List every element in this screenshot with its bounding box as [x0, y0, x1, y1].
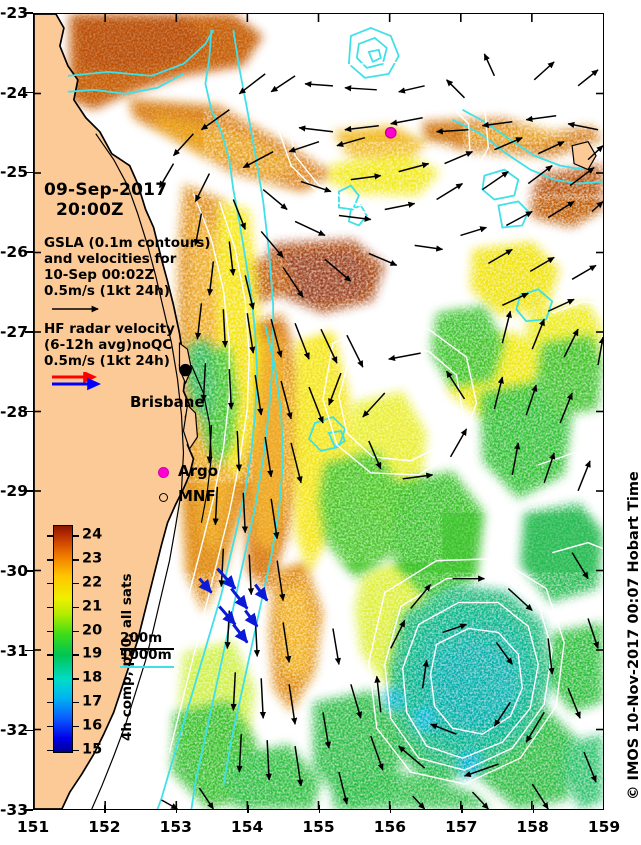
landmass	[34, 14, 597, 809]
gsla-note-line2: and velocities for	[44, 251, 177, 267]
credit-text: © IMOS 10-Nov-2017 00:07 Hobart Time	[626, 471, 641, 800]
colorbar-tick-15: 15	[82, 741, 103, 758]
hf-note-line1: HF radar velocity	[44, 321, 175, 337]
gsla-velocity-vectors	[158, 53, 603, 809]
y-tick--33: -33	[0, 801, 28, 819]
gsla-contours	[140, 61, 603, 785]
y-tick--23: -23	[0, 4, 28, 22]
x-tick-158: 158	[516, 818, 549, 836]
x-tick-159: 159	[587, 818, 621, 836]
argo-legend-label: Argo	[178, 462, 219, 480]
bathy-1000m-label: 1000m	[120, 647, 172, 663]
y-tick--26: -26	[0, 243, 28, 262]
y-tick--32: -32	[0, 721, 28, 740]
gsla-note-line4: 0.5m/s (1kt 24h)	[44, 283, 170, 299]
colorbar-tick-21: 21	[82, 598, 103, 615]
colorbar-tick-16: 16	[82, 717, 103, 734]
y-tick--27: -27	[0, 322, 28, 341]
x-tick-155: 155	[302, 818, 335, 836]
x-tick-156: 156	[373, 818, 407, 836]
hf-note-line3: 0.5m/s (1kt 24h)	[44, 353, 170, 369]
mnf-legend-label: MNF	[178, 487, 216, 505]
map-plot-area: 09-Sep-2017 20:00Z GSLA (0.1m contours) …	[33, 13, 604, 810]
hf-radar-legend-arrows	[52, 372, 102, 391]
x-tick-153: 153	[159, 818, 192, 836]
gsla-note-line1: GSLA (0.1m contours)	[44, 235, 211, 251]
bathy-1000m-swatch	[120, 666, 174, 668]
bathy-1000m	[67, 26, 603, 809]
x-tick-157: 157	[445, 818, 478, 836]
argo-legend-marker	[158, 467, 169, 478]
x-tick-151: 151	[16, 818, 50, 836]
colorbar-tick-23: 23	[82, 550, 103, 567]
x-tick-154: 154	[230, 818, 264, 836]
map-canvas	[34, 14, 603, 809]
y-tick--28: -28	[0, 402, 28, 421]
colorbar-tick-19: 19	[82, 646, 103, 663]
title-time: 20:00Z	[56, 200, 124, 220]
argo-marker-on-map	[384, 126, 397, 139]
y-tick--25: -25	[0, 163, 28, 182]
colorbar-tick-24: 24	[82, 527, 103, 544]
colorbar-title: 4h comp, p50, all sats	[119, 573, 135, 741]
colorbar-gradient	[53, 525, 73, 753]
y-tick--29: -29	[0, 482, 28, 501]
y-tick--30: -30	[0, 561, 28, 580]
hf-note-line2: (6-12h avg)noQC	[44, 337, 173, 353]
x-tick-152: 152	[88, 818, 121, 836]
hf-radar-vectors	[198, 567, 269, 644]
y-tick--24: -24	[0, 83, 28, 102]
colorbar-tick-22: 22	[82, 574, 103, 591]
title-date: 09-Sep-2017	[44, 180, 168, 200]
gsla-legend-arrow	[52, 305, 99, 313]
bathy-200m-label: 200m	[120, 630, 163, 646]
colorbar-tick-20: 20	[82, 622, 103, 639]
bathy-200m-swatch	[120, 648, 174, 650]
y-tick--31: -31	[0, 641, 28, 660]
colorbar-tick-17: 17	[82, 693, 103, 710]
gsla-note-line3: 10-Sep 00:02Z	[44, 267, 155, 283]
mnf-legend-marker	[159, 493, 168, 502]
city-label-brisbane: Brisbane	[130, 393, 205, 411]
brisbane-city-dot	[179, 363, 192, 377]
colorbar-tick-18: 18	[82, 669, 103, 686]
